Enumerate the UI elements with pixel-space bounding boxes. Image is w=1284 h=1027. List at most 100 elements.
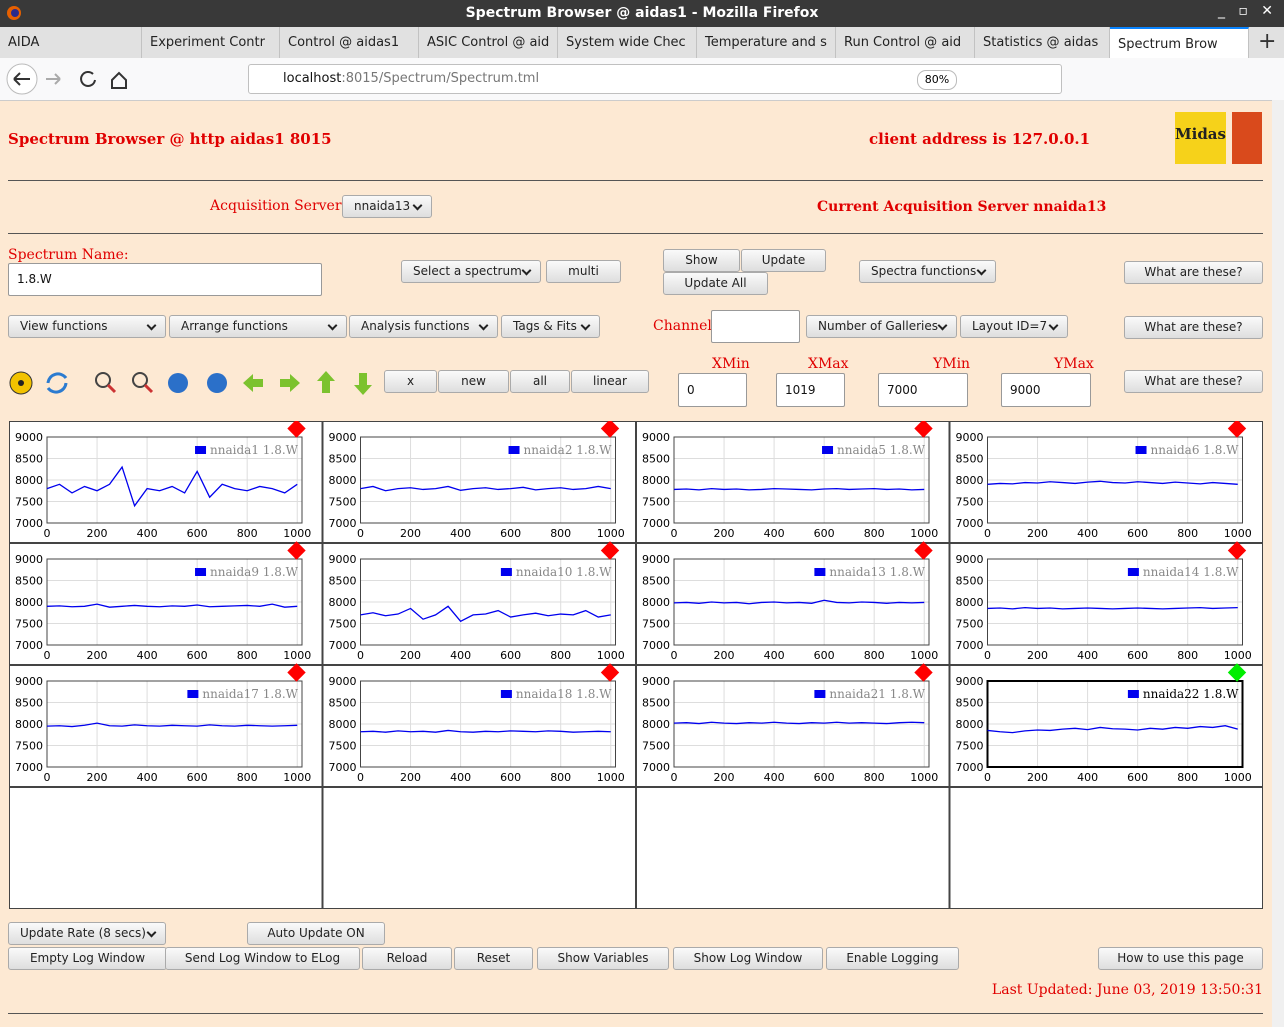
y-tick-label: 8500 [15, 575, 43, 588]
status-marker [287, 663, 306, 682]
y-tick-label: 9000 [329, 431, 357, 444]
update-rate[interactable]: Update Rate (8 secs) [8, 922, 166, 945]
toolbar-icons[interactable] [8, 368, 378, 398]
spectrum-panel[interactable]: 7000 7500 8000 8500 9000 0 200 400 600 800 1000 nna… [15, 421, 311, 540]
help-button[interactable]: What are these? [1124, 370, 1263, 393]
spectrum-panel[interactable]: 7000 7500 8000 8500 9000 0 200 400 600 800 1000 nna… [956, 421, 1252, 540]
nav-icons [6, 63, 127, 95]
x-tick-label: 800 [1177, 527, 1198, 540]
x-tick-label: 1000 [1224, 771, 1252, 784]
spectrum-panel[interactable]: 7000 7500 8000 8500 9000 0 200 400 600 800 1000 nna… [329, 541, 625, 662]
tab[interactable]: Run Control @ aid [836, 27, 975, 58]
x-tick-label: 600 [1127, 649, 1148, 662]
legend-swatch [1127, 690, 1139, 698]
reload[interactable]: Reload [362, 947, 452, 970]
help-button[interactable]: What are these? [1124, 316, 1263, 339]
arrange-functions[interactable]: Arrange functions [169, 315, 347, 338]
plot-frame [46, 558, 303, 646]
scrollbar[interactable] [1272, 100, 1284, 1027]
y-tick-label: 9000 [642, 553, 670, 566]
ymin-input[interactable]: 7000 [878, 373, 968, 407]
channel-input[interactable] [711, 310, 800, 343]
multi-button[interactable]: multi [546, 260, 621, 283]
client-address: client address is 127.0.0.1 [869, 130, 1091, 148]
show-button[interactable]: Show [663, 249, 740, 272]
x-tick-label: 1000 [1224, 527, 1252, 540]
zoom-level[interactable]: 80% [917, 70, 957, 90]
update-all-button[interactable]: Update All [663, 272, 768, 295]
update-button[interactable]: Update [741, 249, 826, 272]
tab[interactable]: Control @ aidas1 [280, 27, 419, 58]
spectrum-panel[interactable]: 7000 7500 8000 8500 9000 0 200 400 600 800 1000 nna… [329, 663, 625, 784]
status-marker [1227, 541, 1247, 560]
spectra-functions[interactable]: Spectra functions [859, 260, 996, 283]
empty-log[interactable]: Empty Log Window [8, 947, 167, 970]
x-tick-label: 600 [814, 649, 835, 662]
ymax-input[interactable]: 9000 [1001, 373, 1091, 407]
auto-update[interactable]: Auto Update ON [247, 922, 385, 945]
view-functions[interactable]: View functions [8, 315, 166, 338]
y-tick-label: 8500 [956, 575, 984, 588]
spectrum-panel[interactable]: 7000 7500 8000 8500 9000 0 200 400 600 800 1000 nna… [642, 663, 938, 784]
analysis-functions[interactable]: Analysis functions [349, 315, 498, 338]
x-tick-label: 1000 [283, 649, 311, 662]
help-button[interactable]: What are these? [1124, 261, 1263, 284]
spectrum-panel[interactable]: 7000 7500 8000 8500 9000 0 200 400 600 800 1000 nna… [956, 663, 1252, 784]
spectrum-panel[interactable]: 7000 7500 8000 8500 9000 0 200 400 600 800 1000 nna… [329, 421, 625, 540]
layout-select[interactable]: Layout ID=7 [960, 315, 1068, 338]
tags-fits[interactable]: Tags & Fits [501, 315, 600, 338]
url-bar[interactable]: localhost:8015/Spectrum/Spectrum.tml 80% [248, 64, 1062, 94]
galleries-select[interactable]: Number of Galleries [806, 315, 957, 338]
x-tick-label: 400 [764, 527, 785, 540]
x-tick-label: 1000 [910, 527, 938, 540]
spectrum-panel[interactable]: 7000 7500 8000 8500 9000 0 200 400 600 800 1000 nna… [956, 541, 1252, 662]
how-to-use[interactable]: How to use this page [1098, 947, 1263, 970]
enable-logging[interactable]: Enable Logging [826, 947, 959, 970]
all-button[interactable]: all [510, 370, 570, 393]
x-tick-label: 800 [864, 771, 885, 784]
legend-label: nnaida6 1.8.W [1151, 443, 1240, 457]
window-controls[interactable]: _ ▫ ✕ [1218, 3, 1273, 19]
xmax-input[interactable]: 1019 [776, 373, 845, 407]
plot-frame [360, 558, 616, 646]
x-tick-label: 400 [1077, 527, 1098, 540]
x-tick-label: 200 [714, 771, 735, 784]
x-tick-label: 800 [237, 649, 258, 662]
spectrum-panel[interactable]: 7000 7500 8000 8500 9000 0 200 400 600 800 1000 nna… [642, 421, 938, 540]
linear-button[interactable]: linear [571, 370, 649, 393]
x-button[interactable]: x [384, 370, 437, 393]
x-tick-label: 1000 [910, 771, 938, 784]
tab[interactable]: ASIC Control @ aid [419, 27, 558, 58]
spectrum-panel[interactable]: 7000 7500 8000 8500 9000 0 200 400 600 800 1000 nna… [642, 541, 938, 662]
tab[interactable]: System wide Chec [558, 27, 697, 58]
y-tick-label: 9000 [956, 553, 984, 566]
xmin-input[interactable]: 0 [678, 373, 747, 407]
y-tick-label: 8000 [329, 718, 357, 731]
gallery-cell [9, 421, 323, 543]
x-tick-label: 600 [187, 649, 208, 662]
x-tick-label: 800 [550, 527, 571, 540]
tab[interactable]: Spectrum Brow [1110, 27, 1249, 58]
legend-swatch [187, 690, 199, 698]
show-log[interactable]: Show Log Window [673, 947, 823, 970]
show-variables[interactable]: Show Variables [537, 947, 669, 970]
select-spectrum[interactable]: Select a spectrum [401, 260, 541, 283]
new-tab[interactable]: + [1258, 29, 1277, 54]
new-button[interactable]: new [438, 370, 509, 393]
tab[interactable]: Temperature and s [697, 27, 836, 58]
gallery-cell [9, 787, 323, 909]
send-log[interactable]: Send Log Window to ELog [165, 947, 360, 970]
tab[interactable]: Experiment Contr [142, 27, 280, 58]
tab[interactable]: AIDA [0, 27, 142, 58]
spectrum-input[interactable]: 1.8.W [8, 263, 322, 296]
x-tick-label: 600 [814, 771, 835, 784]
reset[interactable]: Reset [454, 947, 533, 970]
legend-label: nnaida22 1.8.W [1143, 687, 1239, 701]
legend-label: nnaida9 1.8.W [210, 565, 299, 579]
status-marker [1227, 663, 1247, 682]
server-select[interactable]: nnaida13 [342, 195, 432, 218]
tab[interactable]: Statistics @ aidas [975, 27, 1110, 58]
spectrum-panel[interactable]: 7000 7500 8000 8500 9000 0 200 400 600 800 1000 nna… [15, 541, 311, 662]
y-tick-label: 9000 [15, 553, 43, 566]
spectrum-panel[interactable]: 7000 7500 8000 8500 9000 0 200 400 600 800 1000 nna… [15, 663, 311, 784]
